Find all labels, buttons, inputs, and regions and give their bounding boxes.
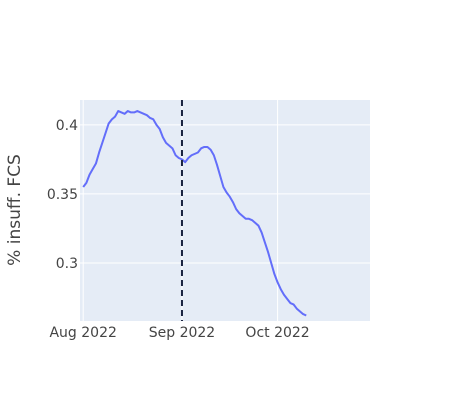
x-tick-label: Oct 2022 (245, 325, 309, 341)
x-axis-ticks: Aug 2022 Sep 2022 Oct 2022 (49, 325, 309, 341)
x-tick-label: Sep 2022 (149, 325, 215, 341)
y-tick-label: 0.4 (56, 118, 78, 134)
y-axis-title: % insuff. FCS (5, 154, 25, 266)
y-axis-ticks: 0.3 0.35 0.4 (47, 118, 78, 272)
plot-background (80, 100, 370, 321)
series-line (82, 110, 307, 317)
plot-area (82, 110, 307, 317)
x-tick-label: Aug 2022 (49, 325, 116, 341)
gridlines (80, 100, 370, 321)
y-tick-label: 0.3 (56, 256, 78, 272)
y-tick-label: 0.35 (47, 187, 78, 203)
